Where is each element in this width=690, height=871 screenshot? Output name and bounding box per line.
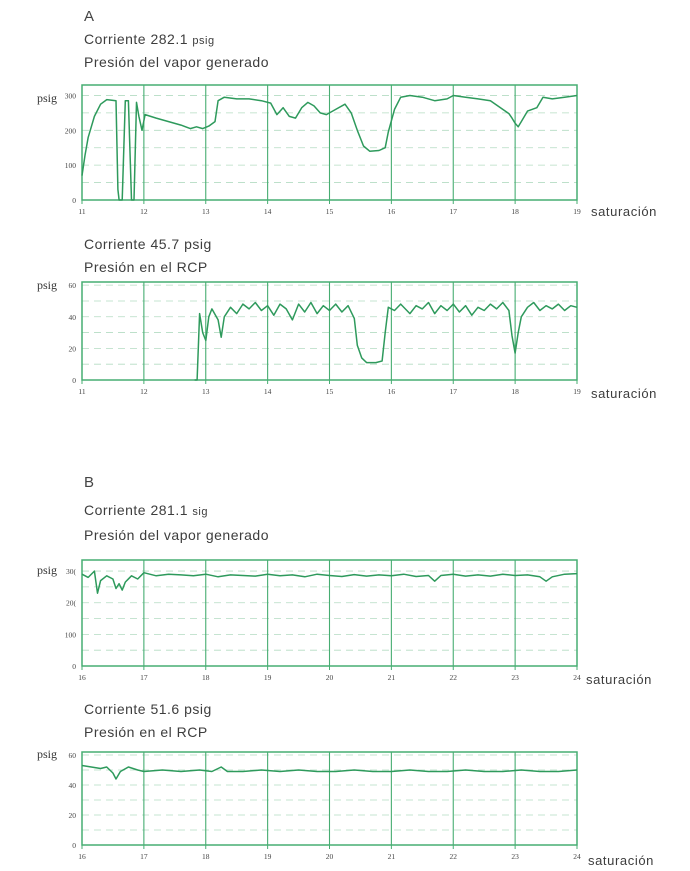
- x-tick-label: 16: [78, 673, 86, 682]
- x-tick-label: 15: [326, 387, 334, 396]
- chart-rcp-pressure-b: 16 17 18 19 20 21 22 23 24 0 20 40 60: [69, 751, 582, 861]
- x-tick-label: 18: [511, 387, 519, 396]
- x-axis-label: saturación: [586, 672, 652, 687]
- y-tick-label: 30(: [66, 567, 77, 576]
- caption-value: Corriente 282.1: [84, 31, 189, 47]
- caption-value: Corriente 51.6: [84, 701, 180, 717]
- x-tick-label: 14: [264, 207, 272, 216]
- y-tick-label: 100: [65, 630, 77, 639]
- x-tick-label: 23: [511, 673, 519, 682]
- x-tick-label: 24: [573, 852, 581, 861]
- chart-title: Presión en el RCP: [84, 259, 208, 275]
- y-tick-label: 20: [69, 344, 77, 353]
- caption-unit: psig: [184, 701, 212, 717]
- x-tick-label: 13: [202, 387, 210, 396]
- chart-caption-value: Corriente 282.1 psig: [84, 31, 215, 47]
- y-tick-label: 200: [65, 126, 77, 135]
- x-tick-label: 17: [450, 387, 458, 396]
- chart-title: Presión del vapor generado: [84, 54, 270, 70]
- chart-caption-value: Corriente 45.7 psig: [84, 236, 212, 252]
- y-tick-label: 300: [65, 91, 77, 100]
- y-tick-label: 0: [72, 662, 76, 671]
- chart-caption-value: Corriente 51.6 psig: [84, 701, 212, 717]
- series-line: [81, 94, 578, 201]
- x-tick-label: 20: [326, 852, 334, 861]
- chart-rcp-pressure-a: 11 12 13 14 15 16 17 18 19 0 20 40 60: [69, 281, 582, 396]
- x-tick-label: 15: [326, 207, 334, 216]
- y-tick-label: 20(: [66, 599, 77, 608]
- caption-unit: psig: [192, 35, 215, 47]
- y-tick-label: 0: [72, 376, 76, 385]
- chart-steam-pressure-a: 11 12 13 14 15 16 17 18 19 0 100 200 300: [65, 84, 581, 216]
- x-tick-label: 22: [450, 673, 458, 682]
- x-tick-label: 17: [140, 852, 148, 861]
- x-tick-label: 19: [573, 387, 581, 396]
- y-tick-label: 40: [69, 313, 77, 322]
- y-tick-label: 0: [72, 841, 76, 850]
- x-axis-label: saturación: [591, 386, 657, 401]
- y-axis-label: psig: [37, 91, 58, 105]
- section-letter-a: A: [84, 8, 95, 25]
- x-tick-label: 20: [326, 673, 334, 682]
- x-tick-label: 16: [388, 387, 396, 396]
- chart-title: Presión del vapor generado: [84, 527, 270, 543]
- x-tick-label: 11: [78, 207, 85, 216]
- x-tick-label: 16: [388, 207, 396, 216]
- x-tick-label: 16: [78, 852, 86, 861]
- plot-frame: [81, 281, 578, 381]
- y-tick-label: 20: [69, 811, 77, 820]
- series-line: [81, 570, 578, 594]
- x-tick-label: 21: [388, 852, 396, 861]
- chart-caption-value: Corriente 281.1 sig: [84, 502, 208, 518]
- chart-title: Presión en el RCP: [84, 724, 208, 740]
- x-tick-label: 12: [140, 207, 148, 216]
- x-tick-label: 14: [264, 387, 272, 396]
- x-axis-label: saturación: [591, 204, 657, 219]
- caption-value: Corriente 45.7: [84, 236, 180, 252]
- y-tick-label: 40: [69, 781, 77, 790]
- y-axis-label: psig: [37, 563, 58, 577]
- plot-frame: [81, 751, 578, 846]
- x-tick-label: 18: [202, 673, 210, 682]
- x-axis-label: saturación: [588, 853, 654, 868]
- x-tick-label: 23: [511, 852, 519, 861]
- x-tick-label: 19: [264, 852, 272, 861]
- y-tick-label: 0: [72, 196, 76, 205]
- section-letter-b: B: [84, 474, 95, 491]
- y-tick-label: 60: [69, 751, 77, 760]
- x-tick-label: 17: [140, 673, 148, 682]
- x-tick-label: 24: [573, 673, 581, 682]
- caption-unit: sig: [192, 506, 208, 518]
- series-line: [194, 301, 578, 381]
- plot-frame: [81, 84, 578, 201]
- plot-frame: [81, 559, 578, 667]
- caption-value: Corriente 281.1: [84, 502, 189, 518]
- x-tick-label: 17: [450, 207, 458, 216]
- y-tick-label: 100: [65, 161, 77, 170]
- x-tick-label: 21: [388, 673, 396, 682]
- x-tick-label: 19: [264, 673, 272, 682]
- x-tick-label: 13: [202, 207, 210, 216]
- series-line: [81, 764, 578, 780]
- y-axis-label: psig: [37, 278, 58, 292]
- x-tick-label: 18: [202, 852, 210, 861]
- caption-unit: psig: [184, 236, 212, 252]
- x-tick-label: 11: [78, 387, 85, 396]
- x-tick-label: 18: [511, 207, 519, 216]
- x-tick-label: 19: [573, 207, 581, 216]
- y-axis-label: psig: [37, 747, 58, 761]
- x-tick-label: 12: [140, 387, 148, 396]
- y-tick-label: 60: [69, 281, 77, 290]
- chart-steam-pressure-b: 16 17 18 19 20 21 22 23 24 0 100 20( 30(: [65, 559, 581, 682]
- x-tick-label: 22: [450, 852, 458, 861]
